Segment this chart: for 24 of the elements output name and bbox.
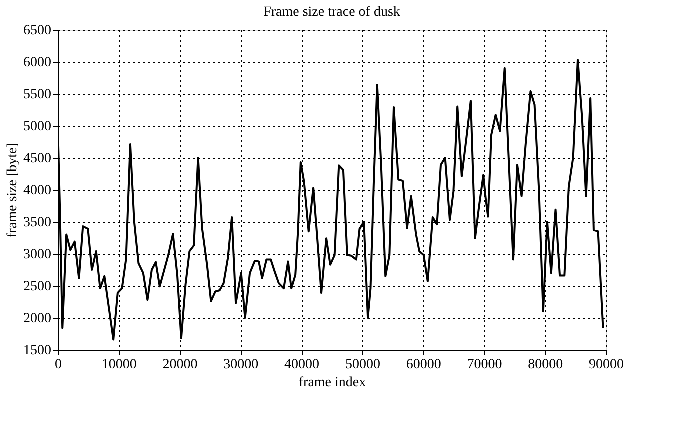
y-tick-label: 1500 [24, 344, 52, 358]
x-tick-label: 10000 [102, 358, 137, 372]
x-tick-label: 20000 [162, 358, 198, 372]
y-tick-label: 6500 [24, 24, 52, 38]
x-tick-label: 80000 [528, 358, 564, 372]
x-tick-label: 40000 [284, 358, 320, 372]
y-axis-title: frame size [byte] [6, 143, 20, 238]
chart-title: Frame size trace of dusk [264, 5, 400, 20]
x-tick-label: 90000 [589, 358, 624, 372]
x-tick-label: 30000 [224, 358, 259, 372]
x-tick-label: 60000 [406, 358, 442, 372]
y-tick-label: 3000 [24, 248, 52, 262]
y-tick-label: 2500 [24, 280, 52, 294]
x-axis-title: frame index [298, 376, 366, 390]
y-tick-label: 4000 [24, 184, 52, 198]
x-tick-label: 0 [55, 358, 62, 372]
y-tick-label: 4500 [24, 152, 52, 166]
y-tick-label: 2000 [24, 312, 52, 326]
x-tick-label: 50000 [345, 358, 380, 372]
x-tick-label: 70000 [467, 358, 502, 372]
y-tick-label: 3500 [24, 216, 52, 230]
y-tick-label: 5500 [24, 88, 52, 102]
y-tick-label: 5000 [24, 120, 52, 134]
y-tick-label: 6000 [24, 56, 52, 70]
